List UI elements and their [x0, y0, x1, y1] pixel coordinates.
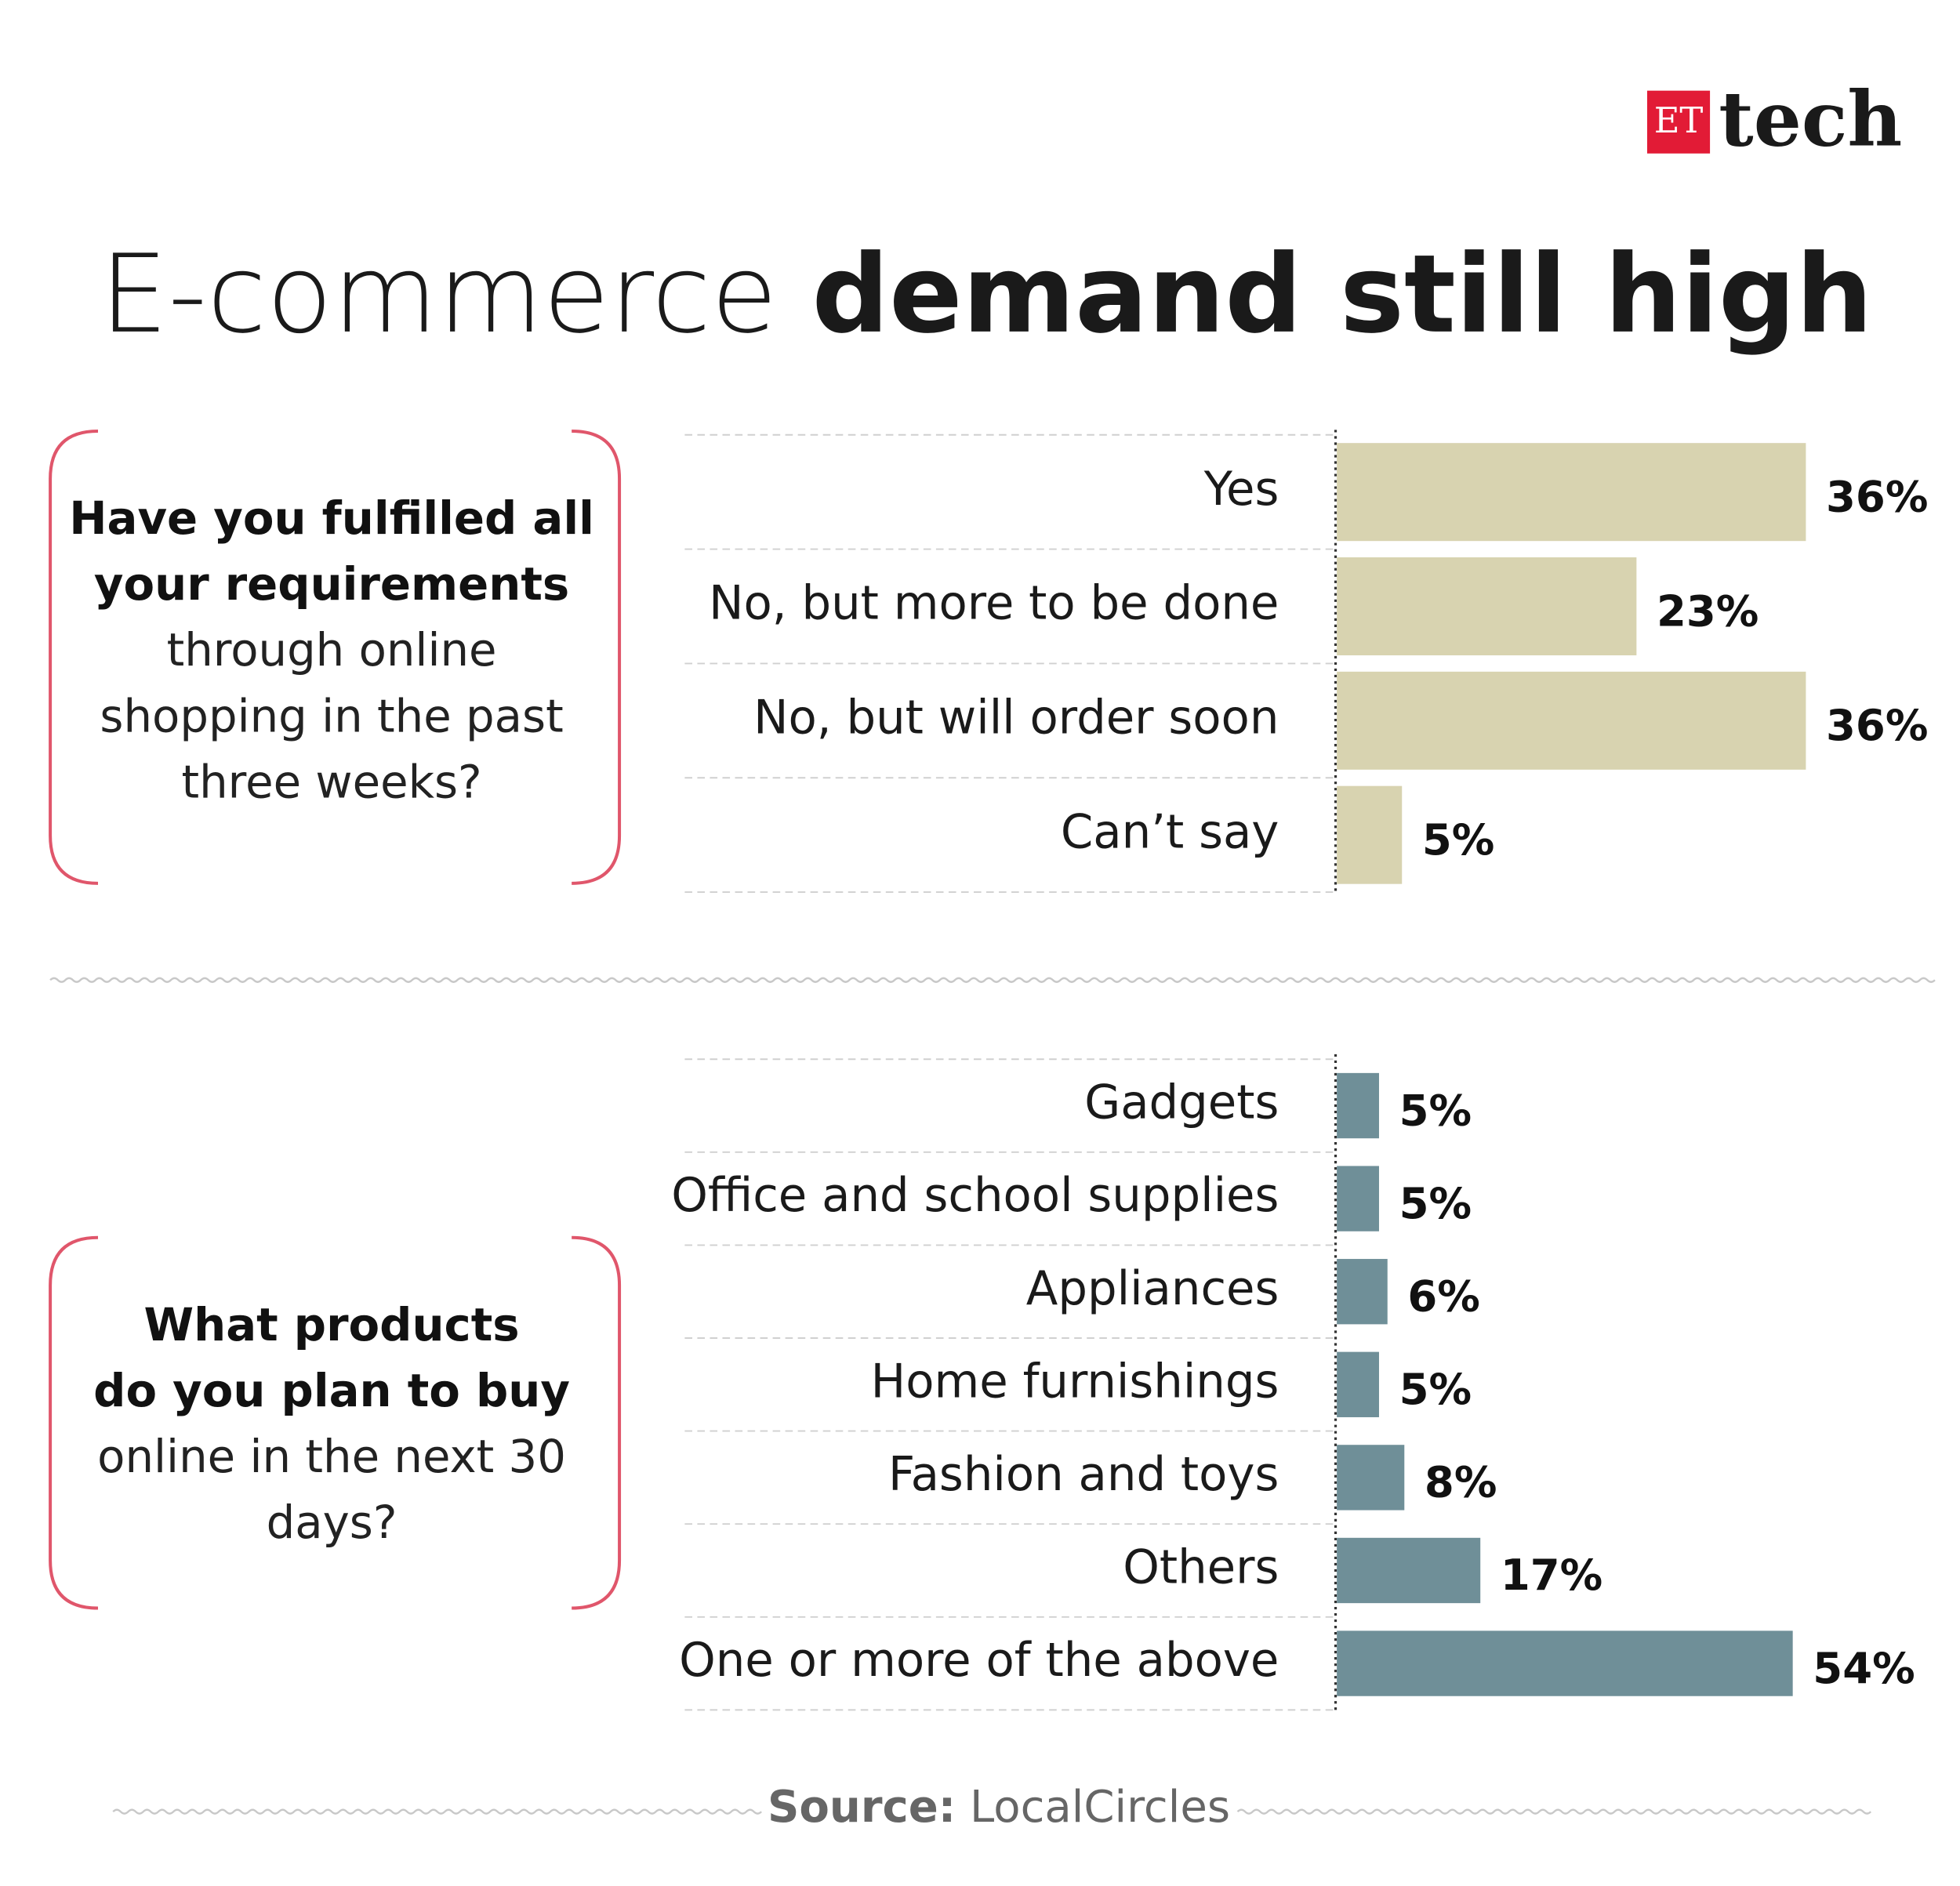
- question: three weeks?: [181, 756, 481, 809]
- value-label: 17%: [1501, 1550, 1602, 1600]
- title-light: E-commerce: [100, 230, 777, 357]
- bar: [1337, 1072, 1379, 1139]
- question: through online: [167, 623, 497, 676]
- value-label: 5%: [1399, 1178, 1472, 1228]
- bracket-left: [49, 429, 99, 885]
- category-label: No, but will order soon: [753, 690, 1279, 744]
- value-label: 36%: [1826, 700, 1928, 750]
- category-label: Appliances: [1026, 1261, 1279, 1315]
- bracket-left: [49, 1235, 99, 1610]
- wavy-divider: [49, 977, 1936, 983]
- title-bold: demand still high: [812, 230, 1873, 357]
- source: Source: LocalCircles: [768, 1782, 1230, 1833]
- bracket-right: [572, 1235, 622, 1610]
- source-text: LocalCircles: [970, 1782, 1230, 1833]
- question-bold: your requirements: [94, 557, 569, 611]
- bar: [1337, 785, 1403, 884]
- value-label: 6%: [1407, 1271, 1479, 1321]
- value-label: 8%: [1425, 1457, 1497, 1507]
- bracket-right: [572, 429, 622, 885]
- question-bold: What products: [144, 1298, 520, 1351]
- bar: [1337, 1351, 1379, 1417]
- bar: [1337, 1630, 1793, 1696]
- bar: [1337, 1445, 1405, 1511]
- wavy-divider: [112, 1808, 763, 1815]
- bar: [1337, 1537, 1481, 1604]
- category-label: Others: [1123, 1540, 1279, 1594]
- category-label: Yes: [1203, 462, 1279, 516]
- bar: [1337, 671, 1806, 770]
- logo-box: [1646, 90, 1711, 154]
- value-label: 5%: [1422, 814, 1494, 865]
- source-label: Source:: [768, 1782, 956, 1833]
- category-label: Office and school supplies: [671, 1168, 1279, 1222]
- value-label: 36%: [1826, 471, 1928, 521]
- bar: [1337, 443, 1806, 542]
- bar: [1337, 557, 1637, 656]
- category-label: Fashion and toys: [888, 1447, 1279, 1501]
- value-label: 23%: [1657, 586, 1759, 636]
- question-bold: do you plan to buy: [93, 1364, 570, 1417]
- category-label: Gadgets: [1084, 1075, 1279, 1130]
- value-label: 54%: [1813, 1643, 1915, 1693]
- question: shopping in the past: [100, 689, 563, 742]
- category-label: One or more of the above: [679, 1633, 1279, 1687]
- question-bold: Have you fulfilled all: [69, 491, 594, 545]
- bar: [1337, 1259, 1388, 1325]
- logo-et: ET: [1654, 100, 1704, 141]
- wavy-divider: [1236, 1808, 1872, 1815]
- bar: [1337, 1166, 1379, 1231]
- value-label: 5%: [1399, 1364, 1472, 1414]
- main-title: E-commerce demand still high: [100, 230, 1872, 357]
- question: days?: [267, 1496, 397, 1549]
- category-label: Home furnishings: [871, 1354, 1279, 1408]
- logo-tech: tech: [1719, 74, 1902, 163]
- category-label: Can’t say: [1061, 804, 1279, 858]
- category-label: No, but more to be done: [709, 576, 1279, 630]
- value-label: 5%: [1399, 1085, 1472, 1135]
- question: online in the next 30: [97, 1430, 566, 1483]
